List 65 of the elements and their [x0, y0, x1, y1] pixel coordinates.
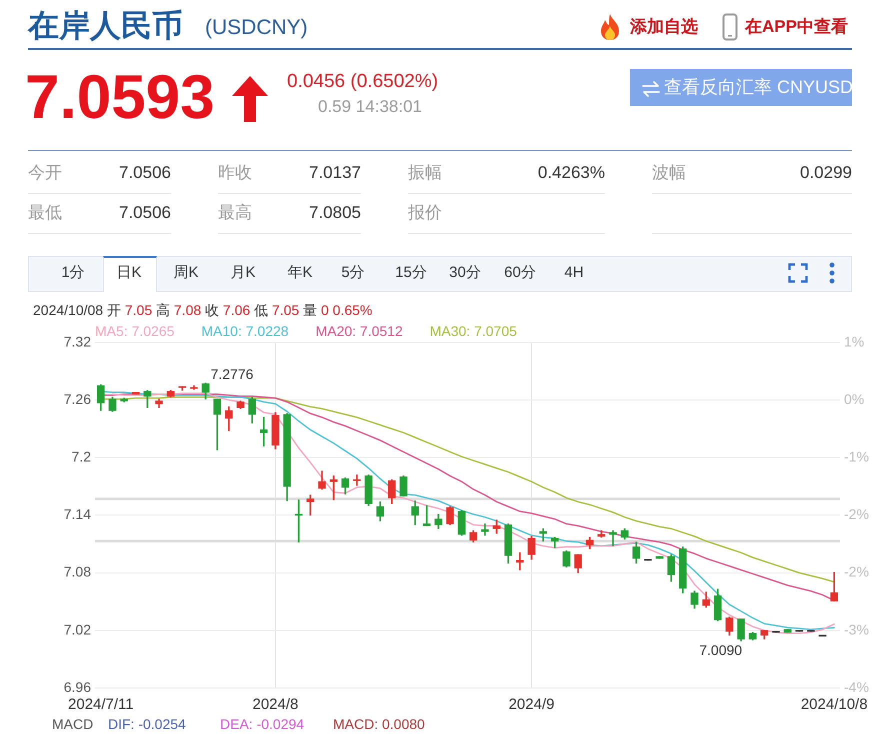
x-tick-label: 2024/8: [252, 696, 298, 714]
text: 15分: [395, 264, 427, 282]
text: 周K: [173, 264, 199, 282]
text: 波幅: [652, 163, 686, 184]
annotation: 7.2776: [210, 366, 254, 382]
text: 0.0299: [800, 163, 852, 184]
text: 0.59 14:38:01: [318, 97, 422, 117]
text: (USDCNY): [205, 15, 308, 40]
y-tick-label: 7.32: [64, 333, 92, 350]
x-tick-label: 2024/7/11: [68, 696, 134, 714]
y2-tick-label: -2%: [844, 564, 869, 580]
text: MACD: 0.0080: [333, 716, 425, 733]
y-tick-label: 7.08: [64, 564, 92, 580]
text: DEA: -0.0294: [220, 716, 304, 733]
text: 0.4263%: [538, 163, 605, 184]
text: 7.0506: [119, 163, 171, 184]
text: 30分: [449, 264, 481, 282]
annotation: 7.0090: [699, 642, 742, 658]
text: 年K: [287, 264, 313, 282]
y-tick-label: 7.14: [64, 506, 92, 522]
y-tick-label: 7.2: [72, 448, 92, 464]
y2-tick-label: -4%: [844, 678, 869, 695]
candlestick: [178, 386, 186, 391]
text: 最低: [28, 203, 62, 224]
text: 7.0805: [309, 203, 361, 224]
text: 月K: [230, 264, 256, 282]
text: 7.0506: [119, 203, 171, 224]
text: 报价: [408, 203, 442, 224]
y-tick-label: 6.96: [64, 678, 92, 695]
text: 1分: [61, 264, 85, 282]
text: 5分: [341, 264, 365, 282]
x-tick-label: 2024/9: [508, 696, 554, 714]
text: 2024/10/08 开 7.05 高 7.08 收 7.06 低 7.05 量 0 0.65%: [33, 302, 372, 318]
y2-tick-label: 0%: [844, 390, 864, 407]
y2-tick-label: -1%: [844, 448, 869, 464]
text: 在岸人民币: [28, 7, 183, 44]
y2-tick-label: -2%: [844, 506, 869, 522]
x-tick-label: 2024/10/8: [800, 696, 868, 714]
text: 昨收: [218, 163, 252, 184]
text: 今开: [28, 163, 62, 184]
text: 0.0456 (0.6502%): [287, 71, 438, 93]
text: 4H: [564, 264, 584, 282]
y2-tick-label: -3%: [844, 621, 869, 638]
text: 日K: [116, 264, 142, 282]
text: 在APP中查看: [745, 17, 848, 37]
text: MA20: 7.0512: [316, 323, 403, 340]
text: DIF: -0.0254: [108, 716, 186, 733]
y-tick-label: 7.26: [64, 390, 92, 407]
y-tick-label: 7.02: [64, 621, 92, 638]
text: MACD: [52, 716, 94, 733]
candlestick: [190, 385, 198, 390]
text: 添加自选: [630, 17, 698, 37]
text: MA30: 7.0705: [430, 323, 517, 340]
text: 振幅: [408, 163, 442, 184]
text: 最高: [218, 203, 252, 224]
text: MA5: 7.0265: [95, 323, 174, 340]
text: 查看反向汇率 CNYUSD: [664, 77, 854, 98]
text: MA10: 7.0228: [201, 323, 289, 340]
candlestick: [656, 556, 664, 559]
candlestick: [539, 528, 547, 542]
candlestick: [120, 398, 128, 402]
y2-tick-label: 1%: [844, 333, 864, 350]
text: 60分: [504, 264, 536, 282]
text: 7.0137: [309, 163, 361, 184]
text: 7.0593: [25, 62, 215, 134]
